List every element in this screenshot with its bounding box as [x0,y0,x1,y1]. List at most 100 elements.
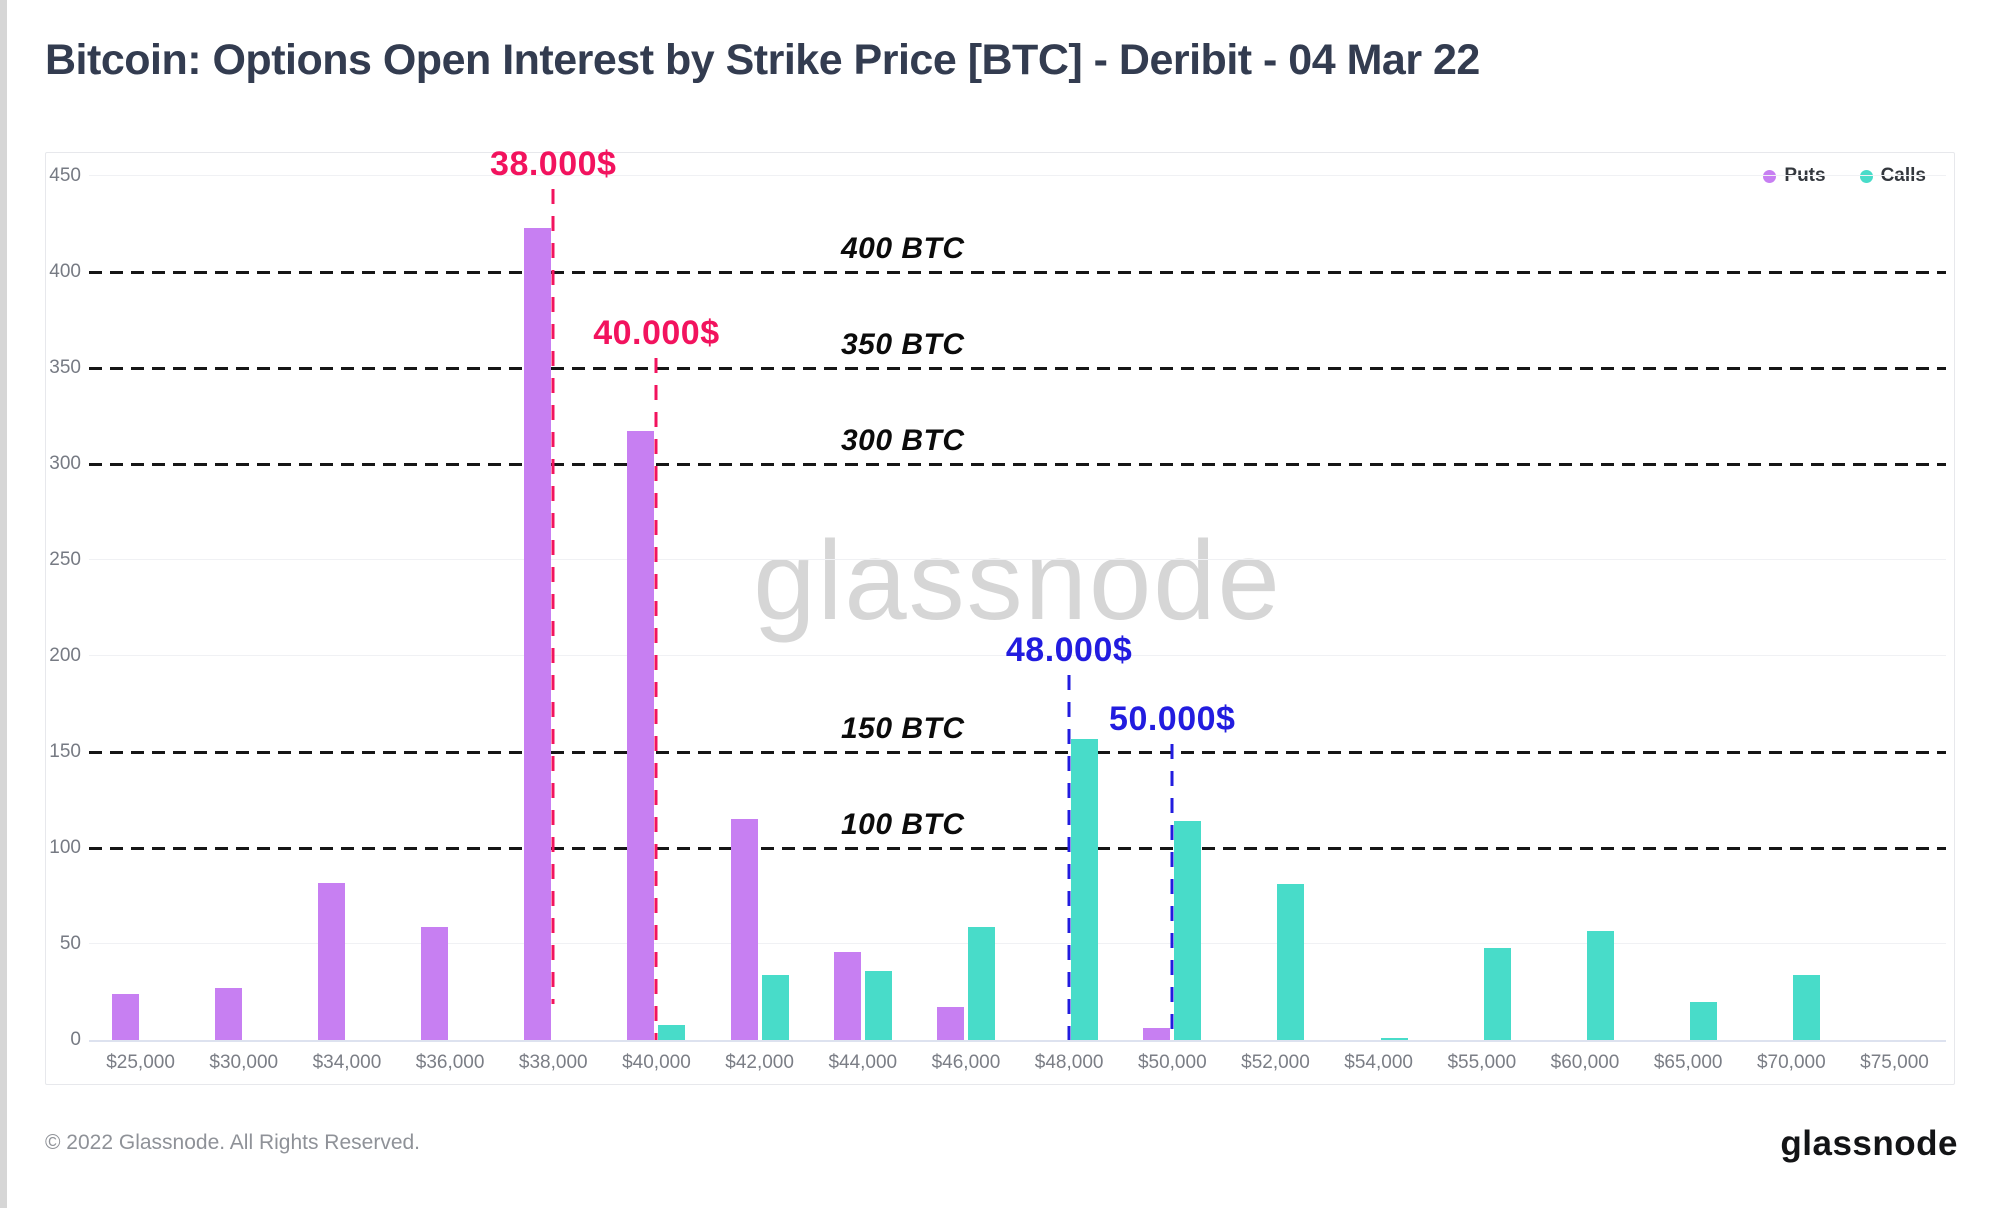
gridline-200 [89,655,1946,656]
gridline-250 [89,559,1946,560]
bar-calls-$54,000[interactable] [1380,1038,1408,1040]
bar-calls-$52,000[interactable] [1277,884,1305,1040]
bar-calls-$70,000[interactable] [1793,974,1821,1040]
level-label-100-btc: 100 BTC [841,808,965,841]
x-axis-tick-$34,000: $34,000 [312,1052,382,1073]
x-axis-tick-$46,000: $46,000 [931,1052,1001,1073]
dashed-gridline-350 [89,367,1946,370]
bar-group-$44,000 [811,176,914,1040]
y-axis-tick-50: 50 [59,933,81,954]
strike-line-$48,000 [1067,675,1071,1040]
gridline-450 [89,175,1946,176]
x-axis-labels: $25,000 $30,000 $34,000 $36,000 $38,000 $40,0… [89,1052,1946,1074]
chart-panel: Puts Calls glassnode 0 50 100 150 200 250 300 3… [45,145,1955,1085]
bar-group-$25,000 [89,176,192,1040]
x-axis-tick-$25,000: $25,000 [106,1052,175,1073]
y-axis-tick-250: 250 [49,549,81,570]
plot-area: glassnode 0 50 100 150 200 250 300 350 400 450 400… [49,145,1946,1073]
copyright-text: © 2022 Glassnode. All Rights Reserved. [45,1131,421,1154]
x-axis-tick-$38,000: $38,000 [518,1052,588,1073]
x-axis-tick-$30,000: $30,000 [209,1052,279,1073]
level-label-400-btc: 400 BTC [841,232,965,265]
x-axis-tick-$75,000: $75,000 [1860,1052,1929,1073]
x-axis-tick-$42,000: $42,000 [725,1052,794,1073]
x-axis-tick-$54,000: $54,000 [1344,1052,1413,1073]
strike-line-$38,000 [551,189,555,1004]
bar-puts-$36,000[interactable] [421,926,449,1040]
bar-calls-$55,000[interactable] [1483,947,1511,1040]
glassnode-watermark: glassnode [753,518,1282,643]
y-axis-tick-200: 200 [49,645,81,666]
bar-calls-$40,000[interactable] [658,1024,686,1040]
bar-puts-$25,000[interactable] [111,993,139,1040]
page-title: Bitcoin: Options Open Interest by Strike… [45,36,1480,84]
dashed-gridline-100 [89,847,1946,850]
x-axis-tick-$52,000: $52,000 [1241,1052,1310,1073]
bar-puts-$50,000[interactable] [1143,1028,1171,1040]
bar-group-$70,000 [1740,176,1843,1040]
bar-puts-$38,000[interactable] [524,227,552,1040]
puts-legend-dot-icon [1763,169,1777,183]
bar-group-$75,000 [1843,176,1946,1040]
bar-calls-$48,000[interactable] [1071,738,1099,1040]
gridline-0 [89,1040,1946,1042]
bar-puts-$46,000[interactable] [936,1007,964,1040]
bar-group-$60,000 [1533,176,1636,1040]
y-axis-tick-0: 0 [70,1029,81,1050]
bar-group-$40,000 [605,176,708,1040]
bar-group-$52,000 [1224,176,1327,1040]
level-label-300-btc: 300 BTC [841,424,965,457]
bar-calls-$65,000[interactable] [1690,1001,1718,1040]
x-axis-tick-$48,000: $48,000 [1034,1052,1104,1073]
y-axis-tick-350: 350 [49,357,81,378]
gridline-50 [89,943,1946,944]
x-axis-tick-$70,000: $70,000 [1756,1052,1826,1073]
x-axis-tick-$40,000: $40,000 [622,1052,691,1073]
strike-annotation-$38,000: 38.000$ [490,145,617,184]
level-label-150-btc: 150 BTC [841,712,965,745]
bar-puts-$40,000[interactable] [627,431,655,1040]
bar-group-$50,000 [1121,176,1224,1040]
bar-group-$48,000 [1018,176,1121,1040]
strike-line-$50,000 [1170,744,1174,1040]
x-axis-tick-$50,000: $50,000 [1137,1052,1207,1073]
x-axis-tick-$36,000: $36,000 [415,1052,485,1073]
bar-group-$46,000 [914,176,1017,1040]
bar-calls-$42,000[interactable] [761,974,789,1040]
y-axis-tick-100: 100 [49,837,81,858]
bar-calls-$60,000[interactable] [1586,930,1614,1040]
window-edge-strip [0,0,7,1208]
x-axis-tick-$44,000: $44,000 [828,1052,898,1073]
bar-puts-$44,000[interactable] [833,951,861,1040]
bar-group-$30,000 [192,176,295,1040]
bar-calls-$50,000[interactable] [1174,821,1202,1040]
dashed-gridline-150 [89,751,1946,754]
level-label-350-btc: 350 BTC [841,328,965,361]
strike-annotation-$50,000: 50.000$ [1109,700,1236,739]
dashed-gridline-400 [89,271,1946,274]
bar-group-$55,000 [1430,176,1533,1040]
bar-group-$38,000 [502,176,605,1040]
x-axis-tick-$60,000: $60,000 [1550,1052,1620,1073]
bars-row [89,176,1946,1040]
x-axis-tick-$65,000: $65,000 [1653,1052,1723,1073]
x-axis-tick-$55,000: $55,000 [1447,1052,1517,1073]
bar-group-$42,000 [708,176,811,1040]
dashed-gridline-300 [89,463,1946,466]
bar-calls-$46,000[interactable] [967,926,995,1040]
y-axis-tick-450: 450 [49,165,81,186]
strike-annotation-$40,000: 40.000$ [593,314,720,353]
glassnode-logo: glassnode [1780,1124,1958,1163]
bar-puts-$34,000[interactable] [317,882,345,1040]
strike-line-$40,000 [654,358,658,1040]
bar-puts-$30,000[interactable] [214,988,242,1040]
bar-group-$65,000 [1637,176,1740,1040]
bar-group-$34,000 [295,176,398,1040]
calls-legend-dot-icon [1859,169,1873,183]
bar-calls-$44,000[interactable] [864,970,892,1040]
bar-puts-$42,000[interactable] [730,819,758,1040]
y-axis-tick-400: 400 [49,261,81,282]
y-axis-tick-300: 300 [49,453,81,474]
y-axis-tick-150: 150 [49,741,81,762]
